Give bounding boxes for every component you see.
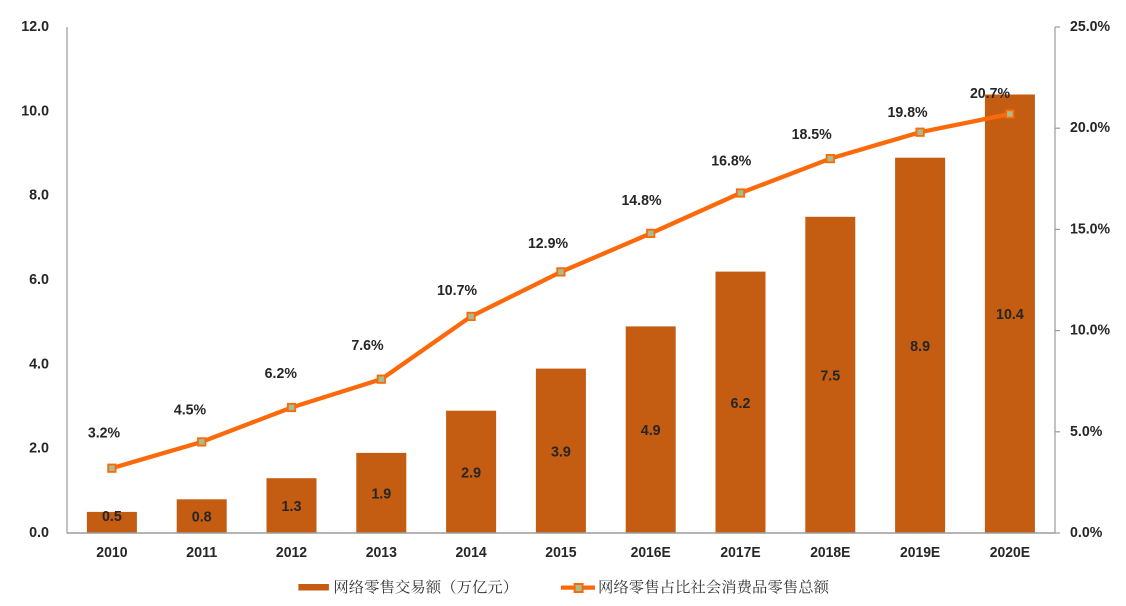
svg-text:12.0: 12.0 [21, 18, 49, 35]
svg-text:20.7%: 20.7% [970, 85, 1010, 102]
svg-text:8.9: 8.9 [910, 338, 930, 355]
svg-text:2010: 2010 [96, 544, 127, 561]
svg-text:2012: 2012 [276, 544, 307, 561]
svg-text:1.9: 1.9 [371, 485, 391, 502]
svg-text:4.9: 4.9 [641, 422, 661, 439]
svg-text:2011: 2011 [186, 544, 217, 561]
svg-text:0.5: 0.5 [102, 508, 122, 525]
svg-text:4.0: 4.0 [29, 355, 49, 372]
svg-text:2019E: 2019E [900, 544, 940, 561]
svg-text:0.0: 0.0 [29, 524, 49, 541]
svg-text:0.0%: 0.0% [1070, 524, 1102, 541]
svg-text:12.9%: 12.9% [528, 235, 568, 252]
svg-text:1.3: 1.3 [282, 498, 302, 515]
svg-text:5.0%: 5.0% [1070, 423, 1102, 440]
svg-text:10.7%: 10.7% [437, 282, 477, 299]
svg-text:8.0: 8.0 [29, 187, 49, 204]
svg-text:2018E: 2018E [810, 544, 850, 561]
svg-text:20.0%: 20.0% [1070, 119, 1110, 136]
svg-text:7.5: 7.5 [820, 367, 840, 384]
svg-text:2016E: 2016E [631, 544, 671, 561]
svg-text:7.6%: 7.6% [351, 337, 383, 354]
svg-text:2020E: 2020E [990, 544, 1030, 561]
svg-text:18.5%: 18.5% [792, 126, 832, 143]
svg-text:2014: 2014 [456, 544, 488, 561]
svg-text:6.2: 6.2 [731, 395, 751, 412]
svg-text:6.0: 6.0 [29, 271, 49, 288]
svg-text:10.4: 10.4 [996, 306, 1024, 323]
svg-text:25.0%: 25.0% [1070, 18, 1110, 35]
svg-text:3.2%: 3.2% [88, 425, 120, 442]
svg-text:2.0: 2.0 [29, 440, 49, 457]
svg-text:2.9: 2.9 [461, 464, 481, 481]
svg-text:2015: 2015 [545, 544, 576, 561]
svg-text:15.0%: 15.0% [1070, 220, 1110, 237]
svg-text:10.0%: 10.0% [1070, 322, 1110, 339]
svg-text:2013: 2013 [366, 544, 397, 561]
svg-text:16.8%: 16.8% [711, 152, 751, 169]
svg-text:2017E: 2017E [720, 544, 760, 561]
svg-text:10.0: 10.0 [21, 102, 49, 119]
svg-text:6.2%: 6.2% [265, 365, 297, 382]
svg-text:3.9: 3.9 [551, 443, 571, 460]
svg-text:4.5%: 4.5% [174, 402, 206, 419]
svg-text:19.8%: 19.8% [888, 104, 928, 121]
svg-text:0.8: 0.8 [192, 509, 212, 526]
svg-text:14.8%: 14.8% [621, 192, 661, 209]
